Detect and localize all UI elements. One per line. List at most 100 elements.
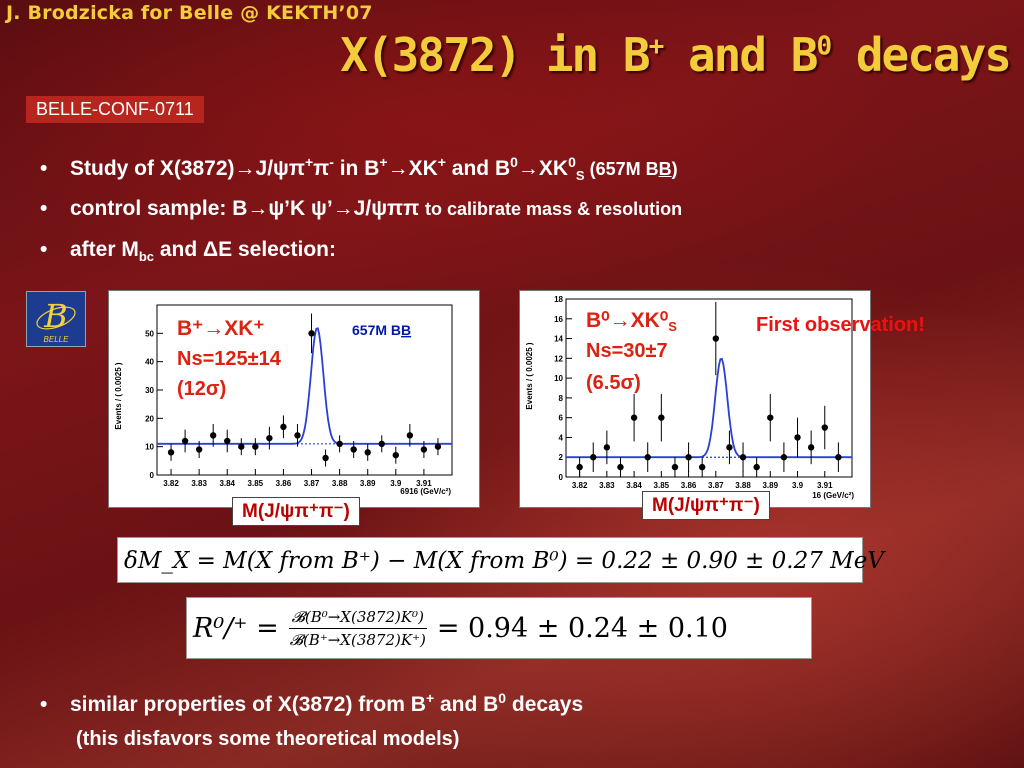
y-tick-label: 0 — [150, 471, 155, 480]
bullet-sup: - — [329, 154, 334, 170]
bullet-text: and ΔE selection: — [154, 238, 336, 261]
x-tick-label: 3.91 — [817, 481, 833, 490]
bullet-text: π — [313, 157, 330, 180]
mass-axis-label-right: M(J/ψπ⁺π⁻) — [642, 491, 770, 520]
x-tick-label: 3.9 — [390, 479, 402, 488]
data-point — [630, 414, 638, 421]
bullet-dot: • — [40, 238, 48, 261]
first-observation-label: First observation! — [756, 314, 925, 336]
bullet-dot: • — [40, 157, 48, 180]
y-tick-label: 12 — [554, 354, 563, 363]
data-point — [434, 443, 442, 450]
bullet-selection: • after Mbc and ΔE selection: — [40, 238, 336, 264]
data-point — [266, 434, 273, 442]
y-tick-label: 6 — [559, 414, 564, 423]
title-part: decays — [830, 28, 1012, 82]
x-tick-label: 3.83 — [599, 481, 615, 490]
ratio-equation: R⁰/⁺ = 𝓑(B⁰→X(3872)K⁰) 𝓑(B⁺→X(3872)K⁺) =… — [186, 597, 812, 659]
data-point — [322, 454, 329, 462]
data-point — [794, 434, 801, 441]
bullet-text: decays — [506, 693, 584, 716]
bullet-dot: • — [40, 197, 48, 220]
data-point — [378, 440, 385, 448]
y-axis-label: Events / ( 0.0025 ) — [114, 362, 123, 429]
x-tick-label: 3.85 — [248, 479, 264, 488]
plot-signif-label: (12σ) — [177, 378, 226, 400]
bullet-text: control sample: B→ψ’K ψ’→J/ψππ — [70, 197, 426, 220]
bullet-text: after M — [70, 238, 139, 261]
sample-text: 657M B — [352, 322, 401, 338]
bullet-text: (657M B — [584, 159, 659, 179]
plot-b-zero: 0 2 4 6 8 10 12 14 16 18 3.82 3.83 3.84 3.85 3.86 3.87 3… — [519, 290, 871, 508]
ratio-rhs: = 0.94 ± 0.24 ± 0.10 — [436, 612, 728, 644]
data-point — [739, 454, 747, 461]
ratio-numerator: 𝓑(B⁰→X(3872)K⁰) — [288, 608, 427, 629]
mass-difference-equation: δM_X = M(X from B⁺) − M(X from B⁰) = 0.2… — [117, 537, 884, 583]
plot-b-plus-svg: 0 10 20 30 40 50 3.82 3.83 3.84 3.85 3.86 3.87 3.88 3… — [114, 304, 453, 496]
y-tick-label: 4 — [559, 433, 564, 442]
slide-title: X(3872) in B+ and B0 decays — [340, 28, 1012, 82]
plot-b-plus: 0 10 20 30 40 50 3.82 3.83 3.84 3.85 3.86 3.87 3.88 3… — [108, 290, 480, 508]
plot-decay-label: B⁰→XK⁰S — [586, 309, 677, 334]
data-point — [209, 432, 217, 439]
x-tick-label: 3.89 — [762, 481, 778, 490]
data-point — [671, 463, 679, 471]
x-tick-label: 3.84 — [219, 479, 235, 488]
x-tick-label: 3.88 — [735, 481, 751, 490]
bullet-text: →XK — [517, 157, 569, 180]
mass-axis-label-left: M(J/ψπ⁺π⁻) — [232, 497, 360, 526]
sample-bbar: B — [401, 322, 411, 338]
data-point — [252, 443, 259, 450]
data-point — [835, 454, 842, 461]
data-point — [617, 463, 624, 471]
bullet-sup: + — [379, 154, 388, 170]
y-axis-label: Events / ( 0.0025 ) — [525, 342, 534, 409]
bullet-text: to calibrate mass & resolution — [425, 199, 683, 219]
data-point — [726, 444, 733, 451]
bullet-sub: bc — [138, 249, 155, 265]
x-tick-label: 3.89 — [360, 479, 376, 488]
data-point — [712, 335, 720, 342]
ratio-denominator: 𝓑(B⁺→X(3872)K⁺) — [289, 630, 426, 649]
x-tick-label: 3.82 — [572, 481, 588, 490]
data-point — [698, 463, 706, 471]
belle-logo: B BELLE — [26, 291, 86, 347]
author-line: J. Brodzicka for Belle @ KEKTH’07 — [6, 2, 373, 24]
plot-sample-label: 657M BB — [352, 322, 411, 338]
x-tick-label: 3.88 — [332, 479, 348, 488]
conf-tag: BELLE-CONF-0711 — [26, 96, 204, 123]
plot-ns-label: Ns=125±14 — [177, 348, 282, 370]
y-tick-label: 16 — [554, 315, 563, 324]
bullet-text: in B — [333, 157, 380, 180]
y-tick-label: 10 — [554, 374, 563, 383]
y-tick-label: 2 — [559, 453, 564, 462]
data-point — [603, 444, 611, 451]
bullet-dot: • — [40, 693, 48, 716]
data-point — [336, 440, 343, 448]
fit-curve — [566, 357, 852, 459]
decay-text: B⁰→XK⁰ — [586, 309, 669, 332]
x-tick-label: 3.87 — [304, 479, 320, 488]
bullet-sup: 0 — [498, 690, 507, 706]
x-tick-label: 3.85 — [654, 481, 670, 490]
data-point — [685, 454, 692, 461]
data-point — [644, 454, 651, 461]
x-tick-label: 3.87 — [708, 481, 724, 490]
x-tick-label: 3.84 — [626, 481, 642, 490]
bullet-text: similar properties of X(3872) from B — [70, 693, 426, 716]
y-tick-label: 20 — [145, 414, 154, 423]
data-point — [224, 437, 231, 445]
y-tick-label: 14 — [554, 335, 563, 344]
x-axis-unit: 6916 (GeV/c²) — [400, 487, 451, 496]
bullet-study: • Study of X(3872)→J/ψπ+π- in B+→XK+ and … — [40, 154, 678, 183]
data-point — [658, 414, 665, 421]
data-point — [576, 463, 583, 471]
plot-b-zero-svg: 0 2 4 6 8 10 12 14 16 18 3.82 3.83 3.84 3.85 3.86 3.87 3… — [525, 295, 854, 500]
x-tick-label: 3.82 — [163, 479, 179, 488]
data-point — [420, 446, 428, 453]
data-point — [280, 423, 287, 431]
belle-logo-graphic: B BELLE — [36, 297, 76, 344]
data-point — [780, 454, 788, 461]
bullet-sup: + — [304, 154, 314, 170]
y-tick-label: 18 — [554, 295, 563, 304]
